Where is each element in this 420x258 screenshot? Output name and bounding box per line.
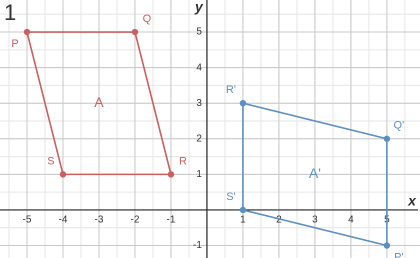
vertex-label: S <box>47 155 54 167</box>
vertex-label: P' <box>394 251 403 258</box>
x-tick-label: -5 <box>23 215 32 226</box>
vertex <box>239 206 247 214</box>
vertex-label: Q' <box>394 120 405 132</box>
vertex <box>239 100 247 107</box>
x-axis-label: x <box>407 193 417 209</box>
x-tick-label: 1 <box>240 215 246 226</box>
vertex <box>383 242 391 249</box>
shape-label: A <box>94 94 104 110</box>
figure-label: 1 <box>4 0 16 25</box>
x-tick-label: -2 <box>131 215 140 226</box>
y-tick-label: 5 <box>196 27 202 38</box>
vertex <box>167 171 175 178</box>
y-tick-label: -1 <box>193 240 202 251</box>
y-axis-label: y <box>194 0 204 15</box>
vertex-label: Q <box>143 13 152 25</box>
vertex <box>383 135 391 142</box>
vertex-label: R' <box>226 84 236 96</box>
y-tick-label: 1 <box>196 169 202 180</box>
shape-label: A' <box>309 165 321 181</box>
y-tick-label: 2 <box>196 133 202 144</box>
x-tick-label: -1 <box>166 215 175 226</box>
vertex-label: P <box>11 38 18 50</box>
x-tick-label: 4 <box>348 215 354 226</box>
vertex <box>131 28 139 36</box>
vertex <box>23 28 31 36</box>
vertex-label: R <box>179 155 187 167</box>
y-tick-label: 3 <box>196 98 202 109</box>
x-tick-label: -4 <box>59 215 68 226</box>
x-tick-label: 3 <box>312 215 318 226</box>
x-tick-label: -3 <box>95 215 104 226</box>
vertex <box>59 171 67 178</box>
vertex-label: S' <box>226 191 235 203</box>
x-tick-label: 2 <box>276 215 282 226</box>
y-tick-label: 4 <box>196 62 202 73</box>
